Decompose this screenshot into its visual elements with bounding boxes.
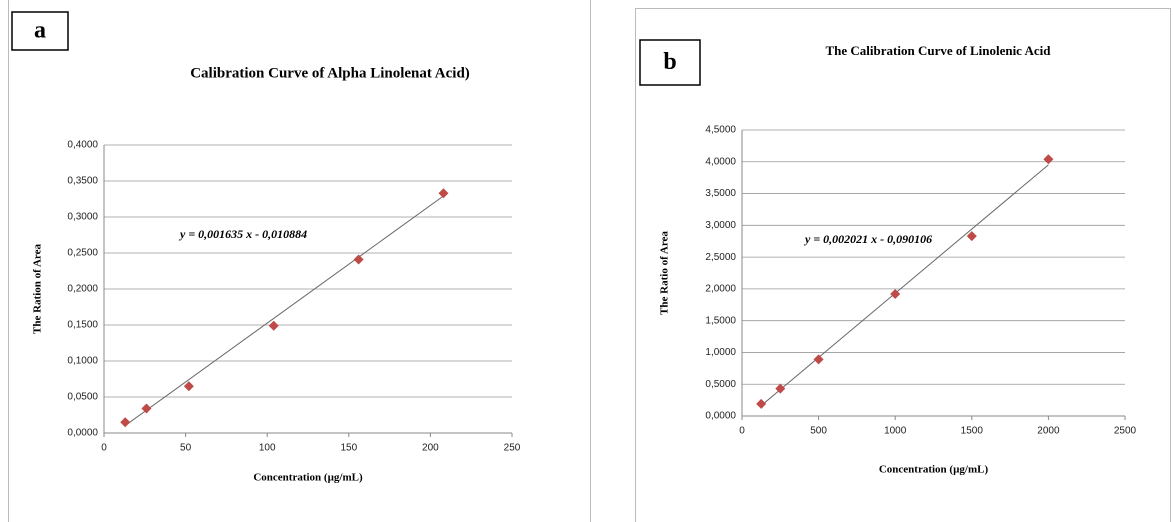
y-tick-label: 2,5000 — [705, 252, 736, 263]
trendline-equation: y = 0,002021 x - 0,090106 — [803, 232, 932, 246]
x-tick-label: 500 — [810, 426, 827, 437]
chart-title: Calibration Curve of Alpha Linolenat Aci… — [190, 65, 470, 81]
x-tick-label: 1000 — [884, 426, 907, 437]
x-tick-label: 200 — [422, 443, 439, 454]
y-tick-label: 0,0000 — [67, 428, 98, 439]
y-axis-label: The Ratio of Area — [659, 231, 671, 315]
x-tick-label: 150 — [340, 443, 357, 454]
data-point — [183, 381, 194, 392]
y-tick-label: 0,1000 — [67, 356, 98, 367]
data-point — [1043, 154, 1054, 165]
data-point — [756, 398, 767, 409]
y-tick-label: 4,5000 — [705, 125, 736, 136]
x-tick-label: 100 — [259, 443, 276, 454]
panel-frame — [8, 0, 591, 522]
y-tick-label: 0,0000 — [705, 411, 736, 422]
y-tick-label: 0,0500 — [67, 392, 98, 403]
y-tick-label: 0,1500 — [67, 320, 98, 331]
data-point — [141, 403, 152, 414]
panel-label: a — [34, 18, 46, 44]
x-tick-label: 50 — [180, 443, 192, 454]
x-axis-label: Concentration (µg/mL) — [879, 464, 989, 476]
x-tick-label: 0 — [101, 443, 107, 454]
data-point — [966, 231, 977, 242]
x-tick-label: 1500 — [961, 426, 984, 437]
x-tick-label: 2500 — [1114, 426, 1137, 437]
y-tick-label: 0,4000 — [67, 140, 98, 151]
trendline — [124, 195, 444, 426]
data-point — [813, 354, 824, 365]
panel-label-box — [639, 39, 701, 86]
chart-title: The Calibration Curve of Linolenic Acid — [826, 43, 1052, 58]
data-point — [120, 417, 131, 428]
y-tick-label: 0,3000 — [67, 212, 98, 223]
y-tick-label: 0,2500 — [67, 248, 98, 259]
data-point — [775, 383, 786, 394]
data-point — [268, 320, 279, 331]
data-point — [353, 254, 364, 265]
x-tick-label: 2000 — [1037, 426, 1060, 437]
trendline-equation: y = 0,001635 x - 0,010884 — [178, 227, 307, 241]
y-tick-label: 0,5000 — [705, 379, 736, 390]
panel-label: b — [663, 49, 676, 75]
y-tick-label: 1,5000 — [705, 315, 736, 326]
y-tick-label: 0,2000 — [67, 284, 98, 295]
y-axis-label: The Ration of Area — [32, 244, 44, 334]
y-tick-label: 3,0000 — [705, 220, 736, 231]
x-tick-label: 0 — [739, 426, 745, 437]
trendline — [760, 164, 1049, 407]
x-tick-label: 250 — [504, 443, 521, 454]
y-tick-label: 4,0000 — [705, 156, 736, 167]
data-point — [890, 288, 901, 299]
y-tick-label: 3,5000 — [705, 188, 736, 199]
x-axis-label: Concentration (µg/mL) — [253, 472, 363, 484]
y-tick-label: 1,0000 — [705, 347, 736, 358]
y-tick-label: 0,3500 — [67, 176, 98, 187]
panel-frame — [635, 8, 1171, 522]
y-tick-label: 2,0000 — [705, 284, 736, 295]
panel-label-box — [11, 11, 69, 51]
data-point — [438, 188, 449, 199]
